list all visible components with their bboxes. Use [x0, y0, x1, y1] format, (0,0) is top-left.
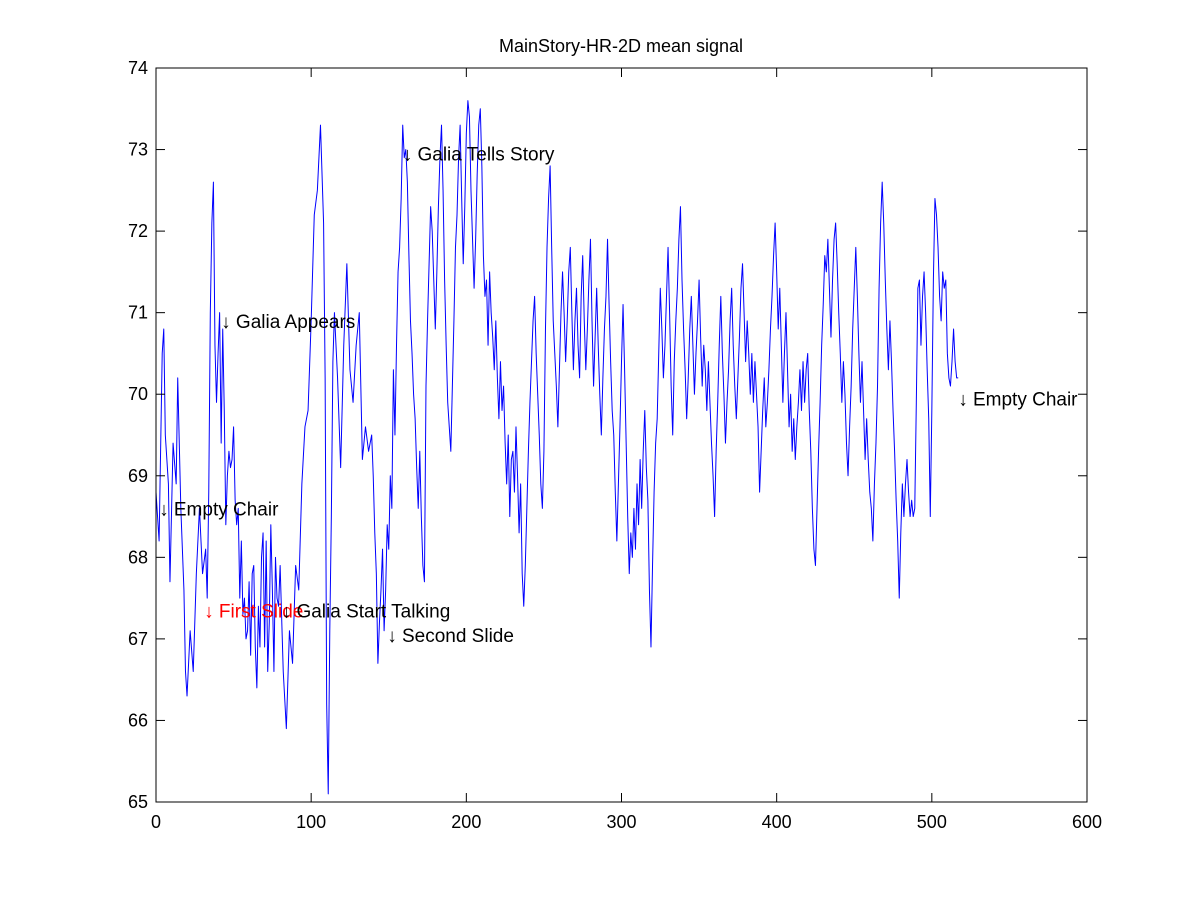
annotation-label: ↓ Galia Appears: [221, 312, 355, 333]
annotation-label: ↓ First Slide: [204, 601, 303, 622]
series-layer: [155, 100, 959, 795]
x-tick-label: 600: [1072, 812, 1102, 832]
y-tick-label: 65: [128, 792, 148, 812]
annotation-label: ↓ Galia Start Talking: [282, 601, 451, 622]
x-tick-label: 500: [917, 812, 947, 832]
series-line-0: [155, 100, 959, 795]
x-tick-label: 300: [606, 812, 636, 832]
y-tick-label: 73: [128, 140, 148, 160]
y-tick-label: 68: [128, 547, 148, 567]
axis-ticks: 0 100 200 300 400 500 600 65 66 67 68 69 70 71 72 73 74: [128, 58, 1102, 832]
y-tick-label: 70: [128, 384, 148, 404]
chart-title: MainStory-HR-2D mean signal: [499, 36, 743, 56]
annotation-label: ↓ Empty Chair: [958, 389, 1078, 410]
annotation-label: ↓ Empty Chair: [159, 499, 279, 520]
y-tick-label: 72: [128, 221, 148, 241]
plot-area: [156, 68, 1087, 802]
y-tick-label: 74: [128, 58, 148, 78]
axes-box: [155, 67, 1088, 803]
annotations: ↓ Empty Chair ↓ Galia Appears ↓ First Slid…: [159, 145, 1078, 647]
x-tick-label: 100: [296, 812, 326, 832]
y-tick-label: 66: [128, 710, 148, 730]
y-tick-label: 67: [128, 629, 148, 649]
y-tick-label: 69: [128, 466, 148, 486]
x-tick-label: 0: [151, 812, 161, 832]
x-tick-label: 200: [451, 812, 481, 832]
annotation-label: ↓ Galia Tells Story: [403, 145, 555, 166]
annotation-label: ↓ Second Slide: [387, 626, 514, 647]
x-tick-label: 400: [762, 812, 792, 832]
y-tick-label: 71: [128, 303, 148, 323]
